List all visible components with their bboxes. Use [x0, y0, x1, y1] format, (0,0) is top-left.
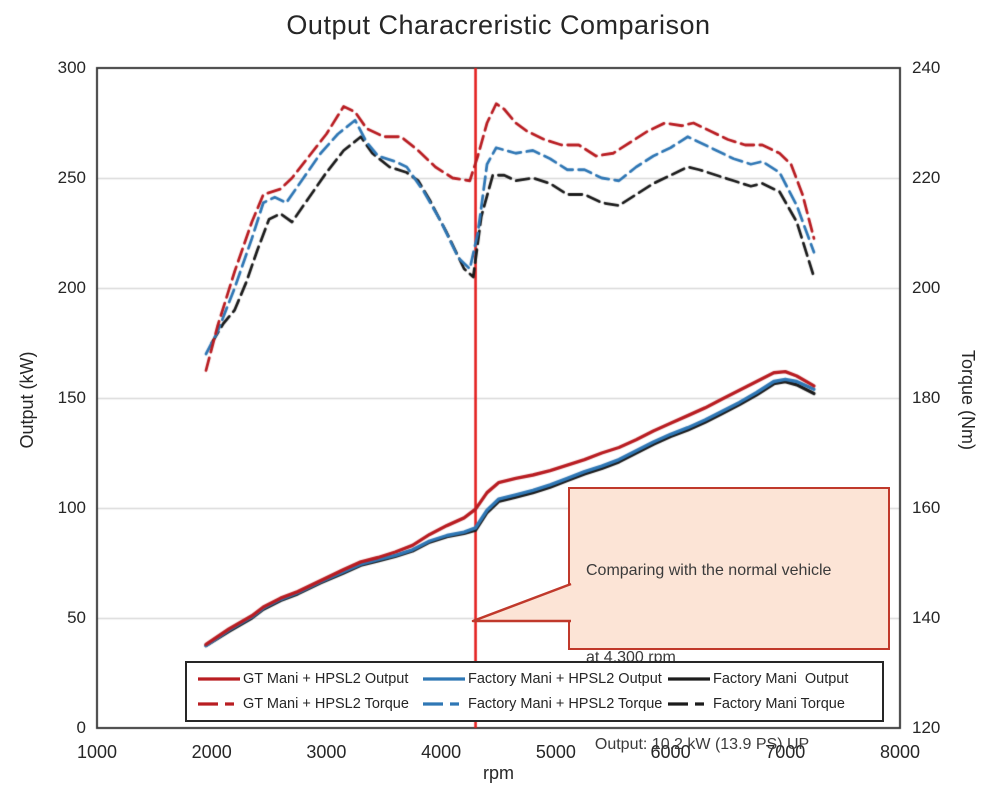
x-axis-tick-label: 6000 [650, 742, 691, 762]
legend-item: GT Mani + HPSL2 Torque [197, 696, 422, 712]
legend-label: Factory Mani + HPSL2 Torque [468, 695, 663, 712]
legend-label: Factory Mani + HPSL2 Output [468, 671, 662, 688]
x-axis-tick-label: 2000 [191, 742, 232, 762]
x-axis-tick-label: 8000 [879, 742, 921, 762]
y-axis-left-tick-label: 0 [76, 718, 86, 737]
y-axis-right-tick-label: 160 [912, 498, 941, 517]
y-axis-right-tick-label: 140 [912, 608, 941, 627]
legend-line-swatch [423, 677, 465, 681]
x-axis-tick-label: 5000 [535, 742, 576, 762]
legend-line-swatch [423, 702, 465, 706]
legend-label: Factory Mani Torque [713, 695, 845, 712]
y-axis-right-tick-label: 180 [912, 388, 941, 407]
y-axis-right-tick-label: 220 [912, 168, 941, 187]
legend-line-swatch [198, 702, 240, 706]
y-axis-right-tick-label: 120 [912, 718, 941, 737]
y-axis-left-tick-label: 50 [67, 608, 86, 627]
legend-item: Factory Mani + HPSL2 Output [422, 671, 667, 687]
chart-title: Output Characreristic Comparison [286, 10, 711, 40]
legend-item: Factory Mani + HPSL2 Torque [422, 696, 667, 712]
annotation-callout: Comparing with the normal vehicle at 4,3… [568, 487, 890, 753]
y-axis-left-tick-label: 250 [57, 168, 86, 187]
x-axis-tick-label: 4000 [421, 742, 462, 762]
legend-line-swatch [198, 677, 240, 681]
legend-line-swatch [668, 677, 710, 681]
legend-line-swatch [668, 702, 710, 706]
legend-item: GT Mani + HPSL2 Output [197, 671, 422, 687]
x-axis-tick-label: 3000 [306, 742, 347, 762]
annotation-line: Comparing with the normal vehicle [586, 562, 832, 579]
y-axis-right-tick-label: 240 [912, 58, 941, 77]
y-axis-right-tick-label: 200 [912, 278, 941, 297]
legend-label: GT Mani + HPSL2 Torque [243, 695, 409, 712]
y-axis-left-tick-label: 150 [57, 388, 86, 407]
x-axis-tick-label: 7000 [765, 742, 806, 762]
x-axis-tick-label: 1000 [76, 742, 118, 762]
legend-label: Factory Mani Output [713, 671, 849, 688]
legend-label: GT Mani + HPSL2 Output [243, 671, 409, 688]
annotation-line: Output: 10.2 kW (13.9 PS) UP [586, 736, 810, 753]
x-axis-title: rpm [483, 763, 514, 783]
chart-legend: GT Mani + HPSL2 Output Factory Mani + HP… [185, 661, 884, 722]
legend-item: Factory Mani Output [667, 671, 878, 687]
y-axis-left-tick-label: 200 [57, 278, 86, 297]
legend-item: Factory Mani Torque [667, 696, 878, 712]
y-axis-left-tick-label: 300 [57, 58, 86, 77]
annotation-callout-pointer [471, 582, 572, 623]
y-axis-left-tick-label: 100 [57, 498, 86, 517]
